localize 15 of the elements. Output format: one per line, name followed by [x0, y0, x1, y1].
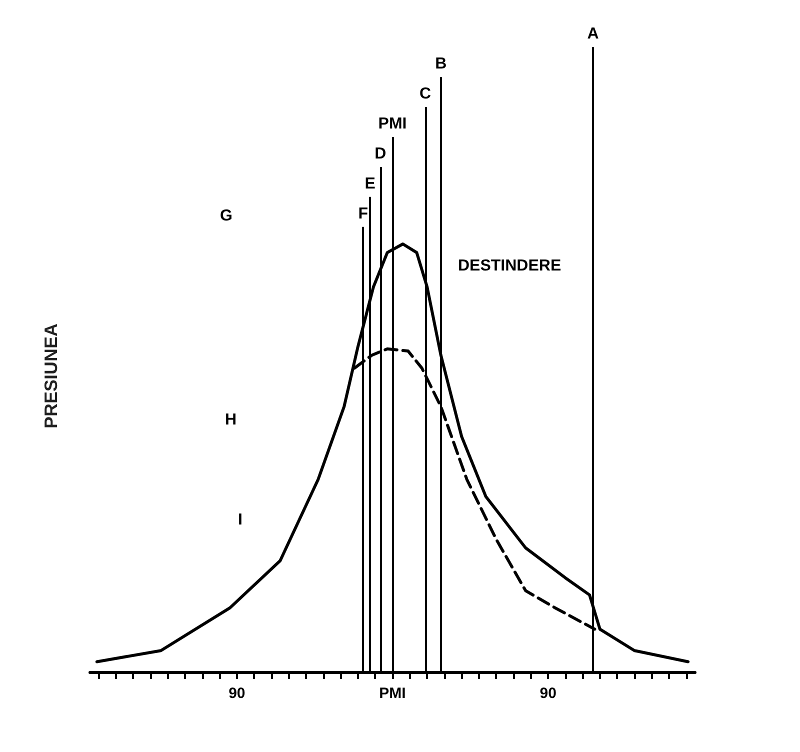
annotation: I: [238, 512, 242, 528]
ref-line-label: C: [420, 86, 432, 103]
ref-line-label: A: [587, 26, 600, 43]
text: G: [220, 208, 232, 224]
x-tick-label: 90: [228, 685, 246, 702]
annotation: DESTINDERE: [458, 258, 562, 274]
ref-line-label: D: [374, 145, 386, 162]
y-axis-title: PRESIUNEA: [41, 323, 61, 429]
ref-line-label: F: [358, 205, 368, 222]
ref-line-label: E: [364, 175, 376, 192]
annotation: H: [225, 412, 237, 428]
x-tick-label: PMI: [379, 685, 406, 702]
ref-line-label: PMI: [378, 116, 407, 132]
ref-line-label: B: [435, 56, 447, 73]
x-tick-label: 90: [540, 685, 556, 702]
